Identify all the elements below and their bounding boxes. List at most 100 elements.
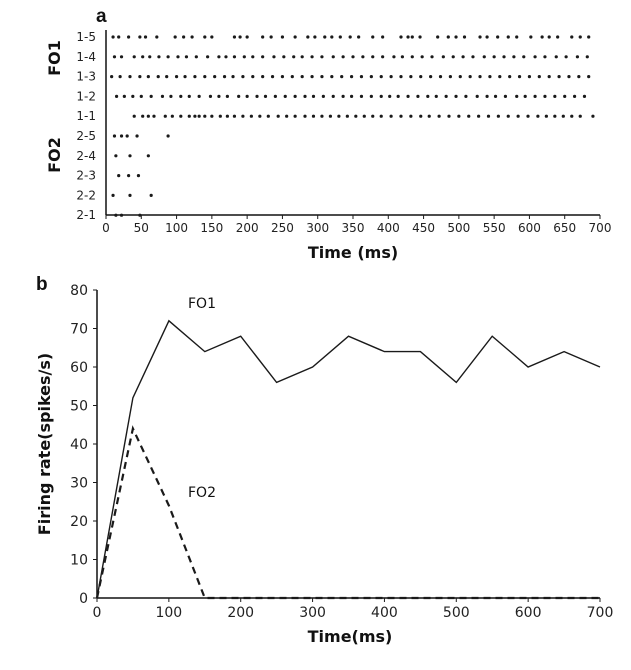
spike-mark [213, 75, 217, 79]
spike-mark [451, 55, 455, 59]
panel-b-y-tick-label: 80 [70, 283, 88, 299]
panel-b-y-tick-label: 20 [70, 514, 88, 530]
spike-mark [118, 75, 122, 79]
spike-mark [464, 94, 468, 98]
spike-mark [359, 75, 364, 79]
spike-mark [283, 94, 287, 98]
spike-mark [399, 75, 403, 79]
spike-mark [515, 35, 519, 39]
spike-mark [241, 114, 245, 118]
panel-a-x-tick-label: 100 [165, 221, 188, 235]
spike-mark [182, 35, 186, 39]
spike-mark [328, 114, 333, 118]
row-label: 2-2 [76, 188, 96, 202]
spike-mark [547, 35, 551, 39]
spike-mark [255, 94, 259, 98]
spike-mark [516, 114, 520, 118]
panel-a-x-tick-label: 500 [447, 221, 470, 235]
panel-b-y-tick-label: 0 [79, 591, 88, 607]
spike-mark [496, 114, 500, 118]
panel-b-y-ticks: 0 10 20 30 40 50 60 70 80 [70, 283, 97, 607]
spike-mark [237, 94, 241, 98]
spike-mark [166, 55, 170, 59]
spike-mark [320, 75, 324, 79]
spike-mark [564, 55, 568, 59]
panel-b-y-tick-label: 10 [70, 553, 88, 569]
spike-mark [203, 75, 207, 79]
spike-mark [112, 55, 117, 59]
row-label: 1-3 [76, 70, 96, 84]
spike-mark [280, 35, 285, 39]
spike-mark [533, 55, 537, 59]
spike-mark [241, 75, 245, 79]
spike-mark [572, 94, 577, 98]
spike-mark [526, 114, 530, 118]
spike-mark [139, 94, 143, 98]
panel-a-label: a [96, 6, 107, 27]
spike-mark [351, 55, 355, 59]
spike-mark [217, 94, 221, 98]
panel-b-x-tick-label: 100 [155, 605, 182, 621]
spike-mark [478, 75, 482, 79]
spike-mark [110, 75, 114, 79]
spike-mark [575, 55, 580, 59]
spike-mark [357, 35, 361, 39]
spike-mark [540, 35, 544, 39]
spike-mark [146, 154, 150, 158]
spike-mark [179, 114, 183, 118]
spike-mark [354, 114, 358, 118]
row-label: 2-1 [76, 208, 96, 222]
panel-a-x-label: Time (ms) [308, 243, 398, 262]
spike-mark [132, 55, 136, 59]
spike-mark [475, 94, 479, 98]
panel-a-x-tick-label: 450 [412, 221, 435, 235]
panel-a-x-tick-label: 650 [553, 221, 576, 235]
panel-a-x-tick-label: 50 [134, 221, 149, 235]
spike-mark [131, 94, 135, 98]
spike-mark [362, 114, 366, 118]
spike-mark [486, 114, 491, 118]
spike-mark [330, 75, 334, 79]
spike-mark [311, 94, 316, 98]
spike-mark [349, 75, 354, 79]
spike-mark [341, 55, 345, 59]
spike-mark [446, 35, 450, 39]
spike-mark [155, 35, 159, 39]
spike-mark [434, 94, 438, 98]
spike-mark [396, 94, 400, 98]
panel-a-x-tick-label: 350 [342, 221, 365, 235]
spike-mark [447, 114, 451, 118]
spike-mark [128, 154, 132, 158]
spike-mark [300, 55, 304, 59]
spike-mark [508, 75, 512, 79]
spike-mark [444, 94, 448, 98]
spike-mark [527, 75, 532, 79]
spike-mark [493, 94, 498, 98]
spike-mark [409, 75, 413, 79]
spike-mark [406, 35, 410, 39]
spike-mark [406, 94, 410, 98]
spike-mark [217, 55, 221, 59]
spike-mark [148, 55, 152, 59]
spike-mark [582, 94, 587, 98]
spike-mark [537, 75, 541, 79]
panel-b-x-tick-label: 400 [371, 605, 398, 621]
spike-mark [502, 55, 506, 59]
spike-mark [536, 114, 540, 118]
spike-mark [585, 55, 589, 59]
spike-mark [218, 114, 222, 118]
spike-mark [567, 75, 571, 79]
spike-mark [369, 75, 373, 79]
spike-mark [285, 114, 289, 118]
spike-mark [117, 174, 121, 178]
spike-mark [448, 75, 452, 79]
spike-mark [557, 75, 561, 79]
spike-mark [245, 94, 249, 98]
spike-mark [169, 94, 173, 98]
spike-mark [194, 55, 198, 59]
panel-a-x-tick-label: 550 [483, 221, 506, 235]
spike-mark [554, 55, 558, 59]
spike-mark [160, 94, 165, 98]
spike-mark [388, 94, 392, 98]
spike-mark [146, 114, 150, 118]
